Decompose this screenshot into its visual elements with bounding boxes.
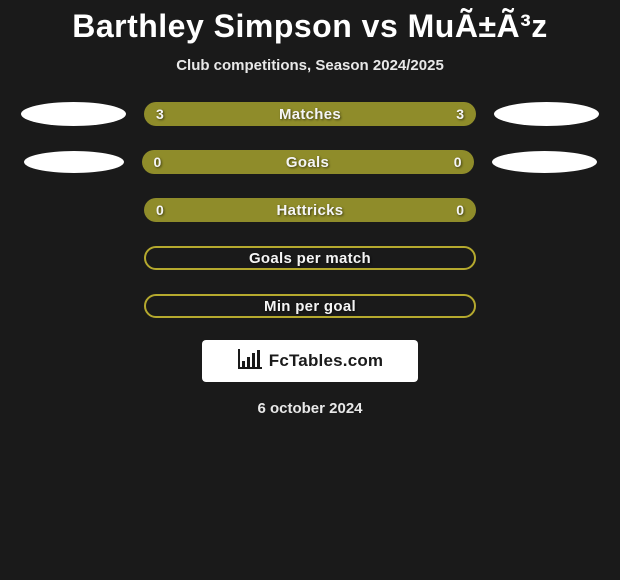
stat-row-matches: 3 Matches 3 <box>0 102 620 126</box>
stats-list: 3 Matches 3 0 Goals 0 0 Hattricks 0 <box>0 102 620 318</box>
stat-right-value: 3 <box>456 106 464 122</box>
left-value-blob <box>21 102 126 126</box>
stat-row-hattricks: 0 Hattricks 0 <box>0 198 620 222</box>
stat-pill: 0 Hattricks 0 <box>144 198 476 222</box>
date-text: 6 october 2024 <box>0 400 620 417</box>
stat-left-value: 0 <box>156 202 164 218</box>
stat-pill: 3 Matches 3 <box>144 102 476 126</box>
right-value-blob <box>494 102 599 126</box>
stat-pill: Min per goal <box>144 294 476 318</box>
stat-left-value: 3 <box>156 106 164 122</box>
stat-label: Matches <box>279 106 341 123</box>
right-value-blob <box>492 151 597 173</box>
stat-label: Goals <box>286 154 329 171</box>
stat-label: Hattricks <box>277 202 344 219</box>
stat-pill: Goals per match <box>144 246 476 270</box>
stat-left-value: 0 <box>154 154 162 170</box>
bar-chart-icon <box>237 348 263 375</box>
stat-row-goals-per-match: Goals per match <box>0 246 620 270</box>
stat-label: Goals per match <box>249 250 371 267</box>
fctables-logo-card[interactable]: FcTables.com <box>202 340 418 382</box>
stat-label: Min per goal <box>264 298 356 315</box>
stat-row-goals: 0 Goals 0 <box>0 150 620 174</box>
left-value-blob <box>24 151 124 173</box>
stat-right-value: 0 <box>454 154 462 170</box>
stat-right-value: 0 <box>456 202 464 218</box>
comparison-card: Barthley Simpson vs MuÃ±Ã³z Club competi… <box>0 0 620 417</box>
subtitle: Club competitions, Season 2024/2025 <box>0 57 620 74</box>
logo-text: FcTables.com <box>269 351 384 371</box>
stat-pill: 0 Goals 0 <box>142 150 474 174</box>
stat-row-min-per-goal: Min per goal <box>0 294 620 318</box>
page-title: Barthley Simpson vs MuÃ±Ã³z <box>0 8 620 45</box>
